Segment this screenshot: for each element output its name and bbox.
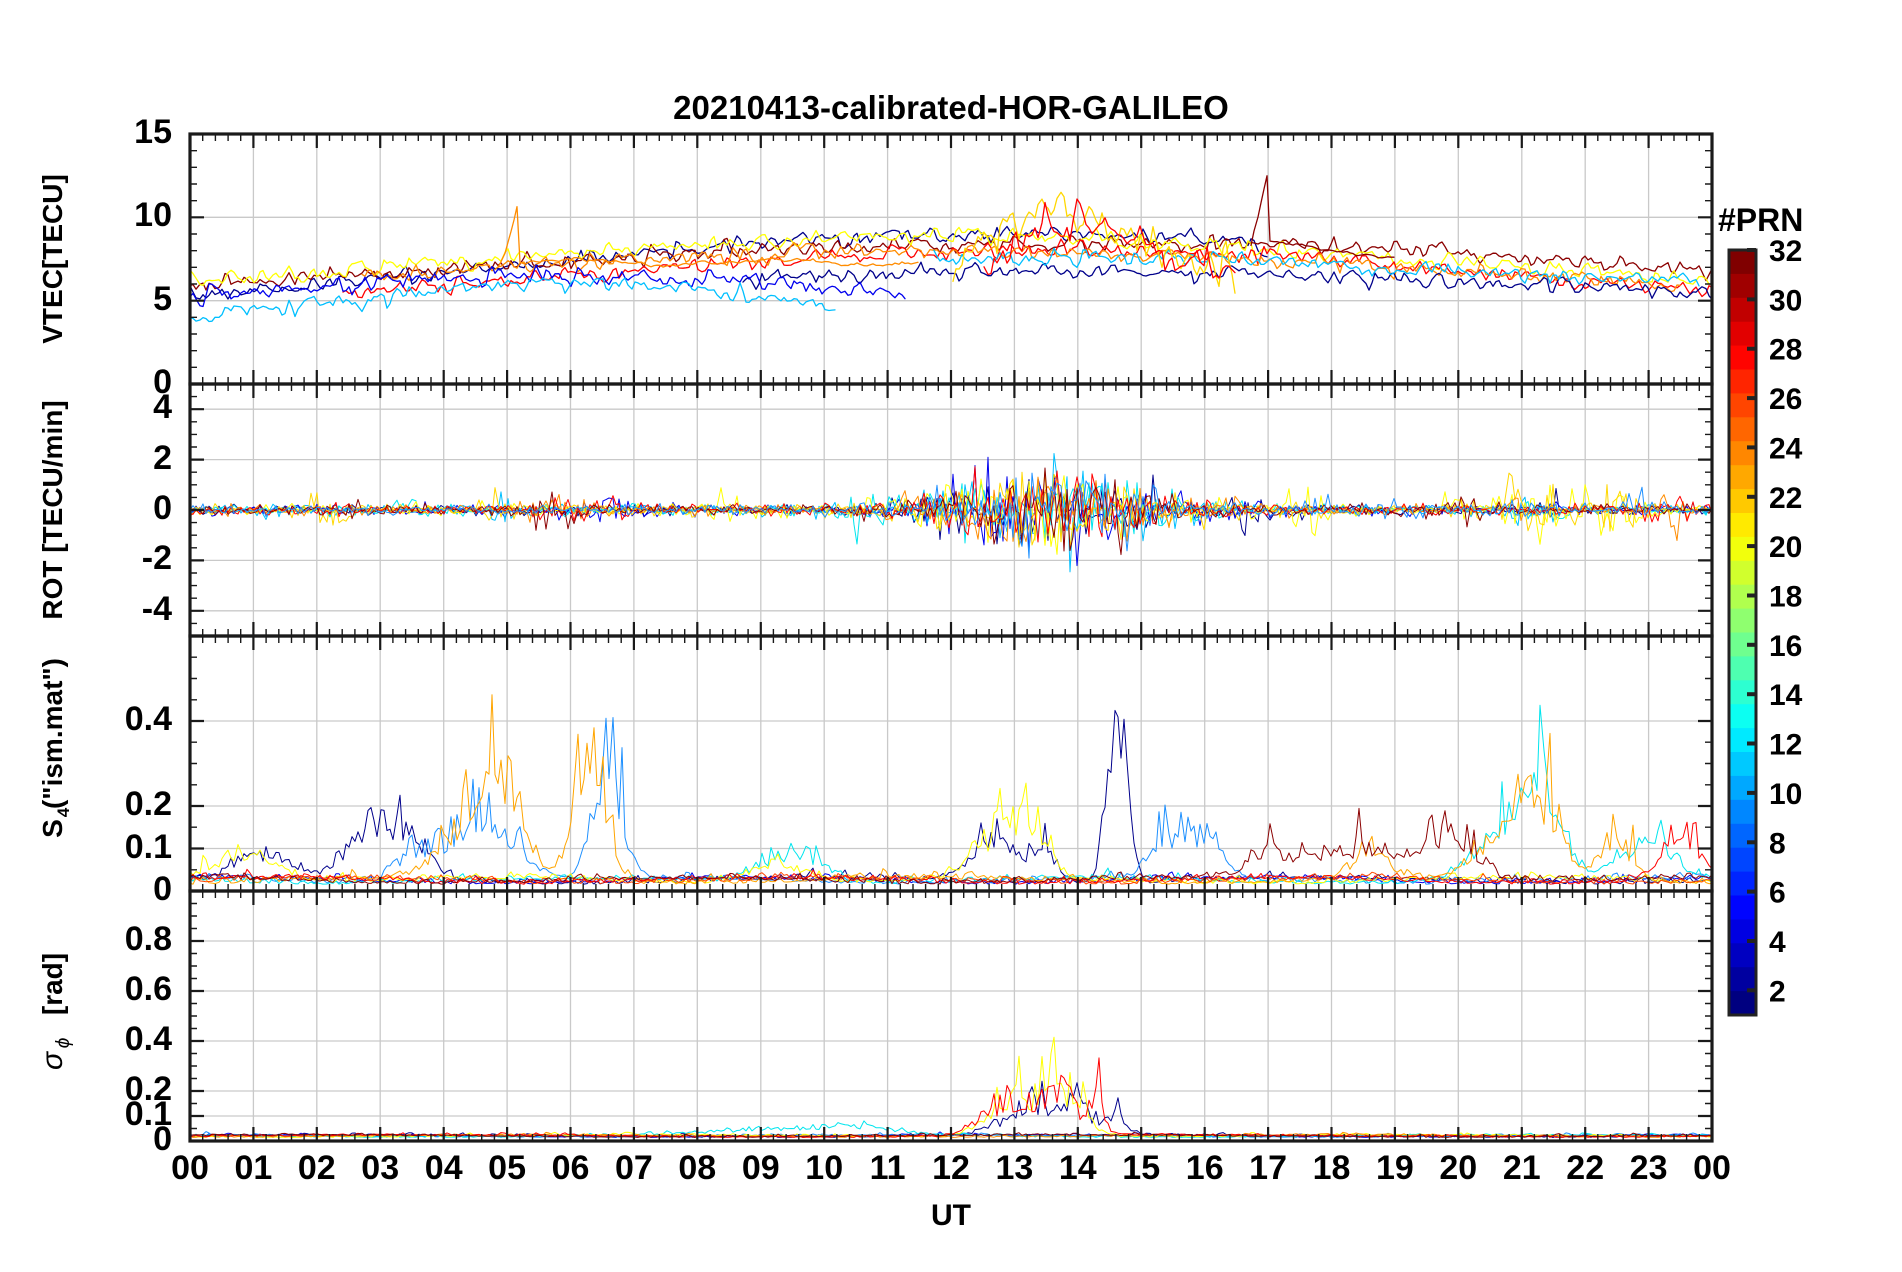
svg-text:4: 4 <box>153 388 172 426</box>
svg-text:17: 17 <box>1249 1149 1287 1187</box>
svg-text:-2: -2 <box>142 539 172 577</box>
svg-text:4: 4 <box>1769 926 1786 959</box>
svg-text:01: 01 <box>234 1149 272 1187</box>
svg-text:02: 02 <box>298 1149 336 1187</box>
svg-text:26: 26 <box>1769 383 1802 416</box>
svg-text:14: 14 <box>1059 1149 1097 1187</box>
svg-text:30: 30 <box>1769 284 1802 317</box>
svg-text:-4: -4 <box>142 590 172 628</box>
svg-text:8: 8 <box>1769 827 1786 860</box>
svg-text:00: 00 <box>1693 1149 1731 1187</box>
svg-text:5: 5 <box>153 280 172 318</box>
svg-text:0: 0 <box>153 489 172 527</box>
svg-text:06: 06 <box>552 1149 590 1187</box>
svg-text:11: 11 <box>870 1149 906 1187</box>
svg-text:13: 13 <box>995 1149 1033 1187</box>
svg-text:18: 18 <box>1769 581 1802 614</box>
svg-text:15: 15 <box>134 113 172 151</box>
svg-text:04: 04 <box>425 1149 463 1187</box>
svg-text:20210413-calibrated-HOR-GALILE: 20210413-calibrated-HOR-GALILEO <box>673 89 1229 126</box>
svg-text:18: 18 <box>1313 1149 1351 1187</box>
svg-text:[rad]: [rad] <box>37 953 68 1015</box>
svg-text:ϕ: ϕ <box>53 1038 74 1049</box>
svg-text:14: 14 <box>1769 679 1803 712</box>
svg-text:21: 21 <box>1503 1149 1541 1187</box>
svg-text:22: 22 <box>1769 482 1802 515</box>
svg-text:UT: UT <box>931 1199 971 1232</box>
svg-text:15: 15 <box>1122 1149 1160 1187</box>
svg-text:12: 12 <box>1769 729 1802 762</box>
svg-text:0.6: 0.6 <box>125 970 172 1008</box>
svg-text:2: 2 <box>1769 975 1786 1008</box>
svg-text:16: 16 <box>1186 1149 1224 1187</box>
svg-text:10: 10 <box>1769 778 1802 811</box>
svg-text:6: 6 <box>1769 877 1786 910</box>
svg-text:10: 10 <box>134 196 172 234</box>
svg-text:28: 28 <box>1769 334 1802 367</box>
svg-text:#PRN: #PRN <box>1718 202 1803 238</box>
svg-text:σ: σ <box>36 1050 69 1070</box>
svg-text:20: 20 <box>1439 1149 1477 1187</box>
svg-text:08: 08 <box>678 1149 716 1187</box>
svg-text:0.2: 0.2 <box>125 1070 172 1108</box>
svg-text:0.8: 0.8 <box>125 920 172 958</box>
svg-text:07: 07 <box>615 1149 653 1187</box>
svg-text:23: 23 <box>1630 1149 1668 1187</box>
svg-text:0.4: 0.4 <box>125 700 172 738</box>
svg-text:00: 00 <box>171 1149 209 1187</box>
svg-text:12: 12 <box>932 1149 970 1187</box>
svg-text:10: 10 <box>805 1149 843 1187</box>
svg-text:2: 2 <box>153 439 172 477</box>
svg-text:22: 22 <box>1566 1149 1604 1187</box>
svg-text:09: 09 <box>742 1149 780 1187</box>
svg-text:05: 05 <box>488 1149 526 1187</box>
svg-text:19: 19 <box>1376 1149 1414 1187</box>
svg-text:0.2: 0.2 <box>125 785 172 823</box>
svg-text:S: S <box>37 819 68 838</box>
svg-text:16: 16 <box>1769 630 1802 663</box>
svg-text:VTEC[TECU]: VTEC[TECU] <box>37 174 68 344</box>
svg-text:32: 32 <box>1769 235 1802 268</box>
svg-text:0.1: 0.1 <box>125 828 172 866</box>
svg-text:20: 20 <box>1769 531 1802 564</box>
svg-text:03: 03 <box>361 1149 399 1187</box>
svg-text:0.4: 0.4 <box>125 1020 172 1058</box>
svg-text:("ism.mat"): ("ism.mat") <box>37 658 68 809</box>
svg-text:24: 24 <box>1769 432 1803 465</box>
svg-text:ROT [TECU/min]: ROT [TECU/min] <box>37 400 68 619</box>
svg-text:0: 0 <box>153 870 172 908</box>
